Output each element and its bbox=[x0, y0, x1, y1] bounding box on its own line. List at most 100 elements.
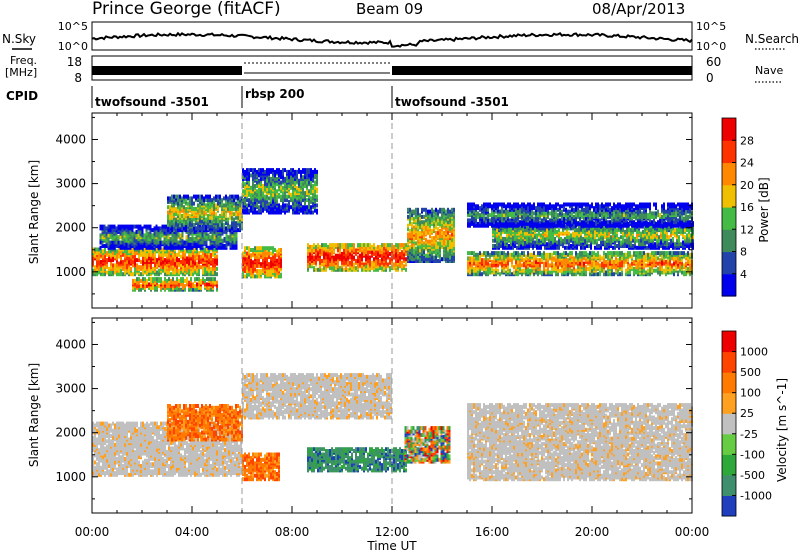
data-cell bbox=[122, 232, 124, 236]
data-cell bbox=[687, 267, 689, 271]
data-cell bbox=[250, 267, 252, 271]
data-cell bbox=[567, 253, 569, 257]
data-cell bbox=[132, 255, 134, 259]
data-cell bbox=[178, 253, 180, 257]
data-cell bbox=[445, 217, 447, 221]
data-cell bbox=[130, 258, 132, 262]
data-cell bbox=[427, 226, 429, 230]
data-cell bbox=[209, 225, 211, 229]
data-cell bbox=[419, 217, 421, 221]
data-cell bbox=[235, 207, 237, 211]
data-cell bbox=[100, 241, 102, 245]
data-cell bbox=[164, 265, 166, 269]
data-cell bbox=[447, 224, 449, 228]
data-cell bbox=[167, 226, 169, 230]
data-cell bbox=[294, 202, 296, 206]
data-cell bbox=[645, 271, 647, 275]
data-cell bbox=[671, 251, 673, 255]
data-cell bbox=[411, 217, 413, 221]
data-cell bbox=[120, 232, 122, 236]
data-cell bbox=[494, 230, 496, 234]
data-cell bbox=[266, 205, 268, 209]
data-cell bbox=[587, 267, 589, 271]
data-cell bbox=[264, 257, 266, 261]
data-cell bbox=[242, 259, 244, 263]
freq-tick-8: 8 bbox=[74, 71, 82, 85]
data-cell bbox=[323, 266, 325, 270]
data-cell bbox=[120, 269, 122, 273]
data-cell bbox=[316, 203, 318, 207]
data-cell bbox=[276, 250, 278, 254]
noise-tick-low-left: 10^0 bbox=[58, 40, 88, 53]
data-cell bbox=[423, 215, 425, 219]
data-cell bbox=[219, 214, 221, 218]
data-cell bbox=[164, 253, 166, 257]
data-cell bbox=[312, 170, 314, 174]
data-cell bbox=[471, 256, 473, 260]
data-cell bbox=[497, 269, 499, 273]
data-cell bbox=[154, 232, 156, 236]
data-cell bbox=[177, 202, 179, 206]
data-cell bbox=[549, 271, 551, 275]
data-cell bbox=[122, 272, 124, 276]
data-cell bbox=[537, 263, 539, 267]
data-cell bbox=[246, 246, 248, 250]
data-cell bbox=[477, 253, 479, 257]
data-cell bbox=[643, 256, 645, 260]
data-cell bbox=[543, 262, 545, 266]
data-cell bbox=[589, 255, 591, 259]
data-cell bbox=[229, 207, 231, 211]
data-cell bbox=[142, 265, 144, 269]
data-cell bbox=[649, 267, 651, 271]
data-cell bbox=[194, 244, 196, 248]
data-cell bbox=[453, 252, 455, 256]
data-cell bbox=[239, 225, 241, 229]
data-cell bbox=[272, 250, 274, 254]
data-cell bbox=[553, 256, 555, 260]
data-cell bbox=[573, 263, 575, 267]
data-cell bbox=[250, 253, 252, 257]
data-cell bbox=[309, 248, 311, 252]
data-cell bbox=[347, 268, 349, 272]
data-cell bbox=[419, 257, 421, 261]
data-cell bbox=[276, 168, 278, 172]
data-cell bbox=[302, 198, 304, 202]
data-cell bbox=[286, 170, 288, 174]
data-cell bbox=[244, 170, 246, 174]
data-cell bbox=[204, 256, 206, 260]
data-cell bbox=[575, 269, 577, 273]
data-cell bbox=[429, 234, 431, 238]
data-cell bbox=[112, 251, 114, 255]
data-cell bbox=[487, 258, 489, 262]
data-cell bbox=[162, 269, 164, 273]
data-cell bbox=[130, 255, 132, 259]
data-cell bbox=[489, 253, 491, 257]
data-cell bbox=[122, 228, 124, 232]
data-cell bbox=[140, 265, 142, 269]
data-cell bbox=[100, 233, 102, 237]
data-cell bbox=[256, 264, 258, 268]
data-cell bbox=[493, 269, 495, 273]
data-cell bbox=[381, 266, 383, 270]
data-cell bbox=[138, 233, 140, 237]
data-cell bbox=[227, 207, 229, 211]
data-cell bbox=[539, 258, 541, 262]
data-cell bbox=[419, 222, 421, 226]
data-cell bbox=[473, 267, 475, 271]
data-cell bbox=[479, 272, 481, 276]
data-cell bbox=[563, 251, 565, 255]
data-cell bbox=[164, 228, 166, 232]
data-cell bbox=[182, 233, 184, 237]
data-cell bbox=[421, 256, 423, 260]
data-cell bbox=[469, 267, 471, 271]
data-cell bbox=[258, 168, 260, 172]
data-cell bbox=[498, 235, 500, 239]
data-cell bbox=[276, 253, 278, 257]
data-cell bbox=[185, 225, 187, 229]
data-cell bbox=[651, 265, 653, 269]
data-cell bbox=[421, 220, 423, 224]
data-cell bbox=[248, 246, 250, 250]
data-cell bbox=[124, 262, 126, 266]
data-cell bbox=[268, 177, 270, 181]
data-cell bbox=[543, 267, 545, 271]
